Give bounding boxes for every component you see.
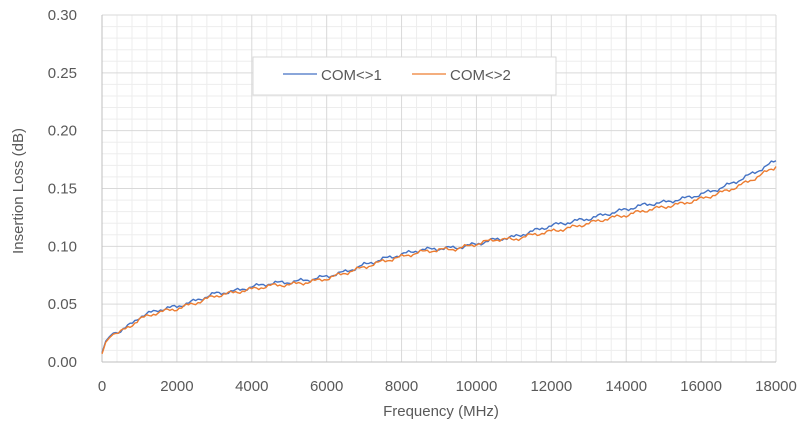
x-tick-label: 16000: [680, 378, 722, 395]
x-tick-label: 8000: [385, 378, 418, 395]
legend: COM<>1 COM<>2: [252, 56, 557, 96]
legend-label-com2: COM<>2: [450, 67, 511, 84]
tick-labels: 0 2000 4000 6000 8000 10000 12000 14000 16000 180…: [48, 7, 797, 395]
x-axis-title: Frequency (MHz): [383, 403, 499, 420]
x-tick-label: 12000: [530, 378, 572, 395]
y-tick-label: 0.05: [48, 296, 77, 313]
x-tick-label: 0: [98, 378, 106, 395]
x-tick-label: 6000: [310, 378, 343, 395]
y-axis-title: Insertion Loss (dB): [10, 128, 27, 254]
x-tick-label: 10000: [456, 378, 498, 395]
legend-box: [252, 56, 557, 96]
x-tick-label: 4000: [235, 378, 268, 395]
y-tick-label: 0.15: [48, 181, 77, 198]
legend-label-com1: COM<>1: [321, 67, 382, 84]
x-tick-label: 14000: [605, 378, 647, 395]
axes: [101, 15, 776, 363]
x-tick-label: 18000: [755, 378, 797, 395]
y-tick-label: 0.30: [48, 7, 77, 24]
y-tick-label: 0.00: [48, 354, 77, 371]
series-line-2: [101, 166, 777, 355]
y-tick-label: 0.10: [48, 238, 77, 255]
series-line-1: [101, 160, 777, 353]
y-tick-label: 0.25: [48, 65, 77, 82]
series-lines: [101, 160, 777, 355]
y-tick-label: 0.20: [48, 123, 77, 140]
x-tick-label: 2000: [160, 378, 193, 395]
